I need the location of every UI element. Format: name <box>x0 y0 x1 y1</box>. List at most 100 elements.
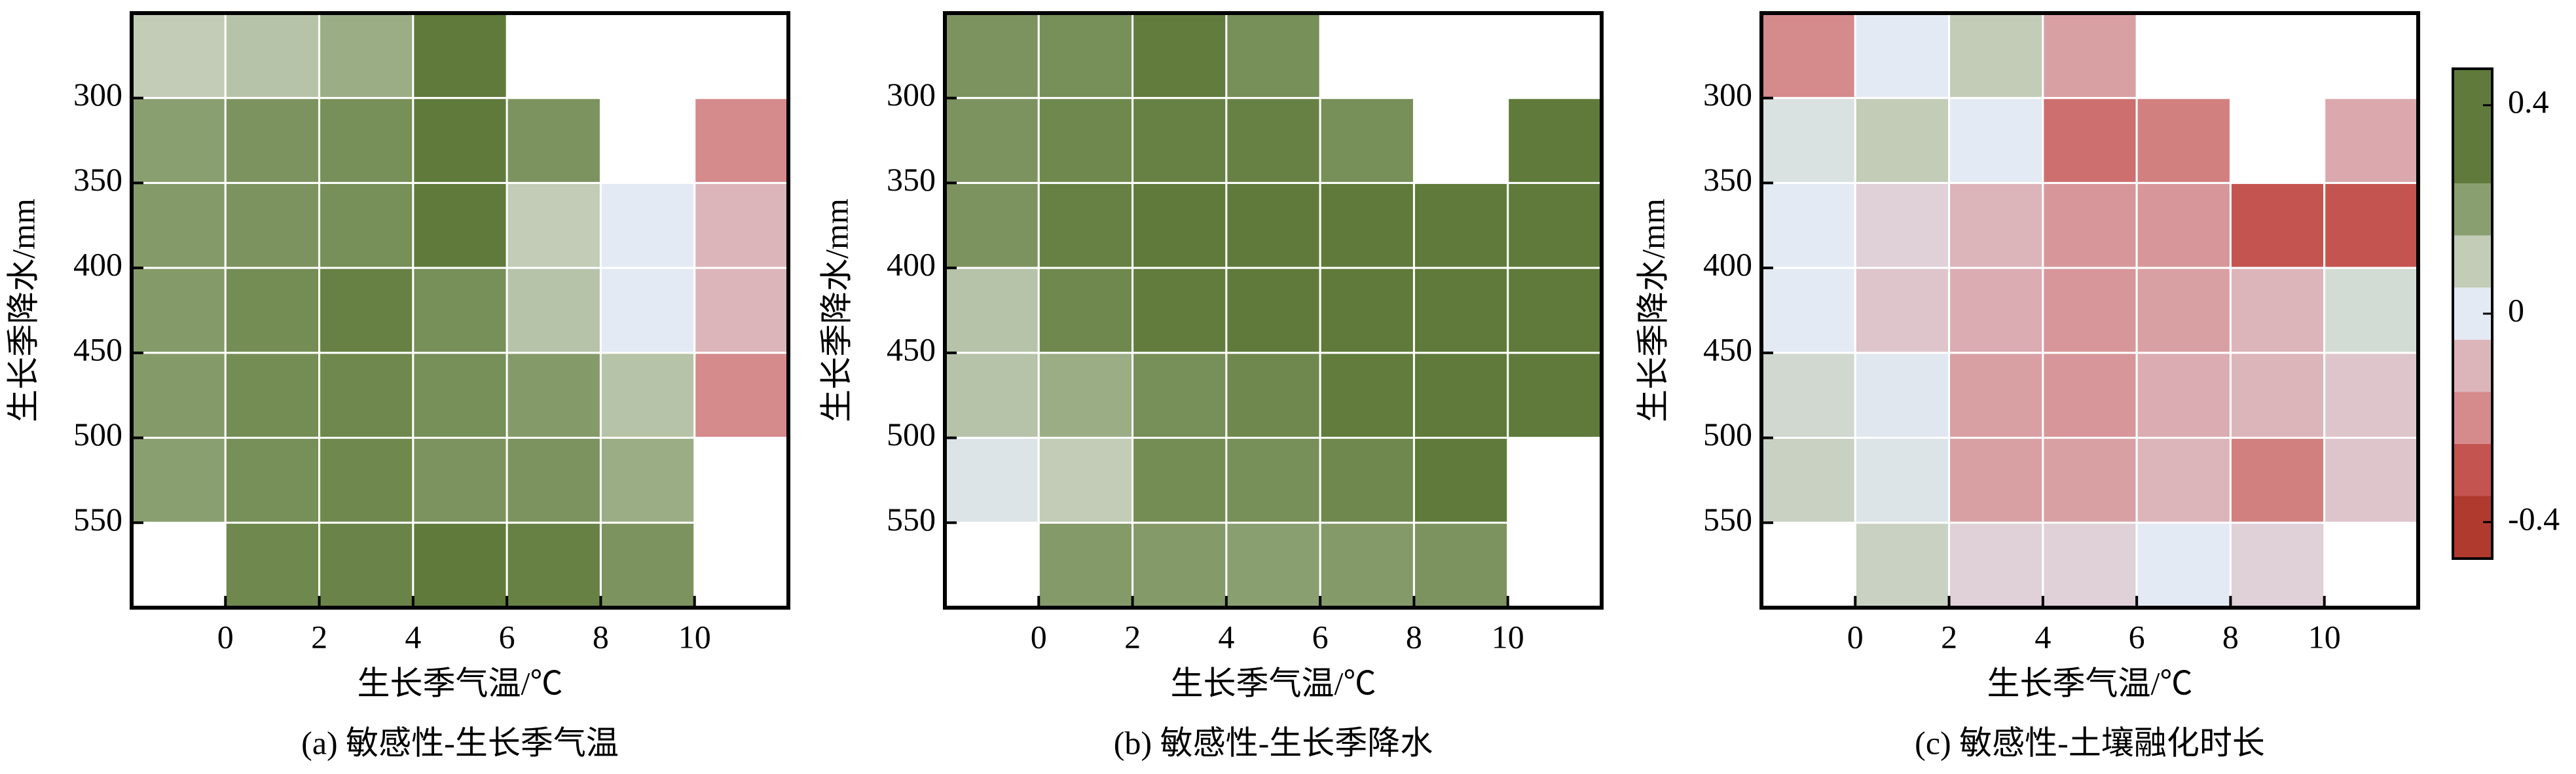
heat-cell <box>412 437 508 524</box>
x-tick-label: 6 <box>2129 618 2145 655</box>
x-axis-label: 生长季气温/℃ <box>358 665 563 701</box>
heat-cell <box>506 352 602 439</box>
heat-cell <box>224 267 321 354</box>
heat-cell <box>1319 181 1415 269</box>
heat-cell <box>224 437 321 524</box>
y-tick-label: 350 <box>1703 161 1752 198</box>
heat-cell <box>1412 352 1509 439</box>
heat-cell <box>1412 521 1509 609</box>
colorbar-block <box>2453 69 2492 184</box>
heat-cell <box>1319 352 1415 439</box>
heat-cell <box>224 181 321 269</box>
colorbar-block <box>2453 392 2492 444</box>
heat-cell <box>224 521 321 609</box>
heat-cell <box>1854 437 1951 524</box>
heat-cell <box>1854 267 1951 354</box>
heat-cell <box>2135 181 2232 269</box>
heat-cell <box>1760 437 1856 524</box>
heat-cell <box>2042 437 2138 524</box>
heat-cell <box>412 521 508 609</box>
heat-cell <box>599 267 696 354</box>
heat-cell <box>693 181 790 269</box>
x-axis-label: 生长季气温/℃ <box>1987 665 2193 701</box>
heat-cell <box>412 97 508 184</box>
y-tick-label: 450 <box>73 331 122 367</box>
heat-cell <box>1132 12 1228 100</box>
heat-cell <box>944 352 1040 439</box>
y-tick-label: 500 <box>73 416 122 452</box>
heat-cell <box>1132 181 1228 269</box>
heat-cell <box>1132 437 1228 524</box>
heat-cell <box>130 352 227 439</box>
x-tick-label: 8 <box>2222 618 2239 655</box>
x-tick-label: 2 <box>1941 618 1957 655</box>
panel-caption: (b) 敏感性-生长季降水 <box>1114 724 1433 761</box>
heat-cell <box>318 521 414 609</box>
heat-cell <box>412 181 508 269</box>
heat-cell <box>1948 521 2044 609</box>
heat-cell <box>1854 97 1951 184</box>
colorbar-block <box>2453 496 2492 559</box>
heat-cell <box>412 12 508 100</box>
heat-cell <box>2135 521 2232 609</box>
heat-cell <box>506 97 602 184</box>
heat-cell <box>2135 437 2232 524</box>
heat-cell <box>1854 352 1951 439</box>
y-tick-label: 550 <box>73 501 122 538</box>
colorbar-block <box>2453 443 2492 496</box>
heat-cell <box>2323 437 2420 524</box>
x-axis-label: 生长季气温/℃ <box>1171 665 1376 701</box>
heat-cell <box>693 267 790 354</box>
heat-cell <box>412 352 508 439</box>
heat-cell <box>2135 267 2232 354</box>
heat-cell <box>506 267 602 354</box>
heat-cell <box>2229 437 2326 524</box>
x-tick-label: 2 <box>311 618 327 655</box>
panel-caption: (c) 敏感性-土壤融化时长 <box>1915 724 2265 761</box>
heat-cell <box>1948 181 2044 269</box>
heat-cell <box>1225 97 1321 184</box>
plot-frame <box>130 11 790 610</box>
y-tick-label: 550 <box>1703 501 1752 538</box>
heat-cell <box>1760 267 1856 354</box>
heat-cell <box>944 181 1040 269</box>
heat-cell <box>2229 267 2326 354</box>
heat-cell <box>944 267 1040 354</box>
heat-cell <box>693 352 790 439</box>
heat-cell <box>1037 97 1134 184</box>
heat-cell <box>1854 181 1951 269</box>
colorbar-tick-label: 0 <box>2508 291 2524 328</box>
x-tick-label: 8 <box>593 618 609 655</box>
heat-cell <box>2323 97 2420 184</box>
colorbar-block <box>2453 235 2492 288</box>
heat-cell <box>318 267 414 354</box>
heat-cell <box>2323 352 2420 439</box>
heat-cell <box>1037 437 1134 524</box>
y-tick-label: 400 <box>887 246 936 283</box>
heat-cell <box>2229 352 2326 439</box>
heat-cell <box>1948 97 2044 184</box>
heat-cell <box>1760 97 1856 184</box>
x-tick-label: 4 <box>1218 618 1234 655</box>
heat-cell <box>2229 181 2326 269</box>
heat-cell <box>2042 521 2138 609</box>
heat-cell <box>130 437 227 524</box>
heat-cell <box>2042 181 2138 269</box>
heat-cell <box>1225 437 1321 524</box>
heat-cell <box>2135 352 2232 439</box>
heat-cell <box>1412 181 1509 269</box>
heat-cell <box>599 352 696 439</box>
heat-cell <box>599 181 696 269</box>
heat-cell <box>1948 267 2044 354</box>
y-axis-label: 生长季降水/mm <box>818 198 855 422</box>
heat-cell <box>318 97 414 184</box>
x-tick-label: 10 <box>2308 618 2341 655</box>
y-tick-label: 500 <box>1703 416 1752 452</box>
colorbar-block <box>2453 339 2492 392</box>
heat-cell <box>1507 267 1603 354</box>
x-tick-label: 4 <box>405 618 421 655</box>
y-tick-label: 500 <box>887 416 936 452</box>
colorbar-tick-label: 0.4 <box>2508 83 2549 120</box>
heat-cell <box>1412 267 1509 354</box>
